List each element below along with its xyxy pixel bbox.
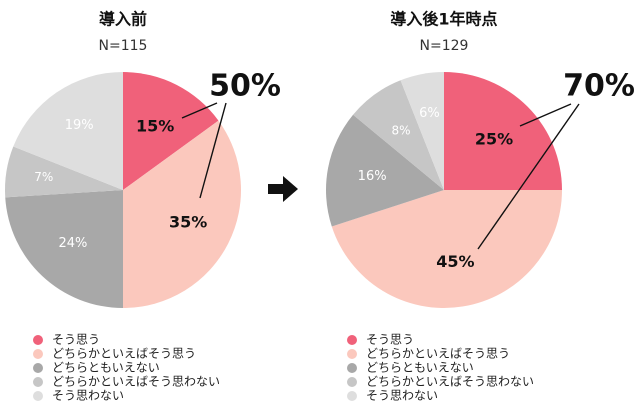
legend-label: どちらかといえばそう思わない: [52, 375, 220, 389]
legend-swatch: [33, 391, 43, 401]
pie-slice: [353, 80, 444, 190]
legend-swatch: [347, 349, 357, 359]
legend-swatch: [33, 349, 43, 359]
slice-label: 24%: [58, 236, 87, 251]
chart-title: 導入前: [99, 10, 147, 29]
legend-swatch: [347, 377, 357, 387]
callout-leader-line: [199, 102, 227, 199]
legend-swatch: [347, 391, 357, 401]
legend-label: そう思わない: [366, 389, 438, 403]
legend-label: どちらかといえばそう思う: [52, 347, 196, 361]
pie-slice: [331, 190, 562, 309]
legend-swatch: [347, 363, 357, 373]
callout-total: 50%: [209, 69, 281, 104]
pie-slice: [4, 146, 123, 198]
slice-label: 25%: [475, 129, 513, 148]
callout-leader-line: [181, 102, 218, 119]
legend-label: どちらともいえない: [52, 361, 160, 375]
legend-label: そう思う: [366, 333, 414, 347]
pie-slice: [123, 120, 241, 308]
legend-swatch: [347, 335, 357, 345]
callout-leader-line: [519, 103, 572, 127]
pie-slice: [400, 72, 444, 190]
pie-slice: [13, 72, 123, 190]
legend-label: そう思わない: [52, 389, 124, 403]
slice-label: 6%: [419, 106, 440, 121]
slice-label: 16%: [358, 169, 387, 184]
legend-swatch: [33, 363, 43, 373]
pie-slice: [326, 114, 444, 227]
slice-label: 15%: [136, 116, 174, 135]
legend-label: どちらかといえばそう思わない: [366, 375, 534, 389]
callout-leader-line: [477, 103, 580, 250]
slice-label: 35%: [169, 213, 207, 232]
right-arrow-icon: [268, 176, 298, 202]
chart-subtitle: N=129: [420, 38, 469, 54]
chart-subtitle: N=115: [99, 38, 148, 54]
pie-slice: [5, 190, 123, 308]
slice-label: 8%: [391, 123, 410, 137]
pie-slice: [444, 72, 562, 190]
legend-label: どちらともいえない: [366, 361, 474, 375]
legend-swatch: [33, 335, 43, 345]
callout-total: 70%: [563, 69, 635, 104]
legend-label: どちらかといえばそう思う: [366, 347, 510, 361]
legend-swatch: [33, 377, 43, 387]
slice-label: 19%: [65, 118, 94, 133]
legend-label: そう思う: [52, 333, 100, 347]
slice-label: 45%: [436, 252, 474, 271]
pie-slice: [123, 72, 219, 190]
chart-title: 導入後1年時点: [390, 10, 497, 29]
slice-label: 7%: [34, 170, 53, 184]
